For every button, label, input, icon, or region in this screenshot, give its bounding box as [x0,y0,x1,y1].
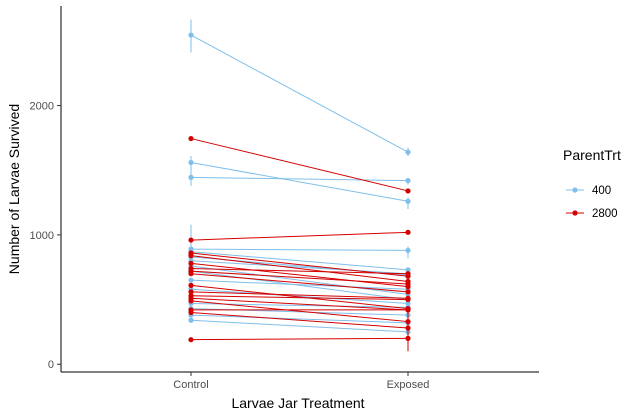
data-point [405,188,411,194]
legend-label: 400 [592,185,611,197]
data-point [188,135,194,142]
data-point [405,229,411,235]
data-point [188,282,194,288]
series-400 [188,19,411,157]
series-line [190,284,409,310]
series-line [190,288,409,304]
series-400 [188,224,411,261]
series-line [190,300,409,323]
series-line [190,297,409,311]
series-line [190,265,409,295]
series-line [190,262,409,288]
data-point [405,247,411,254]
data-point [405,267,411,273]
data-point [405,271,411,277]
series-line [190,337,409,341]
y-axis-title: Number of Larvae Survived [6,104,22,274]
series-2800 [188,309,411,352]
legend-items: 400 2800 [566,185,618,220]
data-point [188,298,194,304]
data-point [188,260,194,266]
data-point [188,174,194,180]
data-point [188,237,194,243]
data-point [405,149,411,155]
series-line [190,268,409,275]
series-400 [188,156,411,210]
series-line [190,161,409,202]
data-point [405,296,411,303]
series-line [190,312,409,329]
legend-key-point [572,187,578,193]
series-line [190,251,409,271]
x-axis-title: Larvae Jar Treatment [231,395,364,411]
series-line [190,319,409,333]
series-line [190,279,409,290]
legend-key-point [572,210,578,216]
data-point [405,281,411,287]
series-line [190,34,409,153]
x-tick-label: Exposed [387,379,430,391]
series-2800 [188,253,411,285]
data-point [188,289,194,295]
data-point [188,159,194,166]
x-tick-label: Control [173,379,208,391]
y-tick-label: 2000 [30,101,54,113]
series-line [190,270,409,301]
plot-area [188,19,411,352]
data-point [188,309,194,316]
data-point [405,300,411,307]
series-2800 [188,271,411,295]
data-point [188,337,194,343]
data-point [405,335,411,341]
series-line [190,231,409,241]
data-point [405,325,411,331]
series-line [190,291,409,299]
series-2800 [188,335,411,343]
y-tick-label: 1000 [30,230,54,242]
data-point [188,253,194,259]
series-400 [188,254,411,278]
legend-label: 2800 [592,208,618,220]
series-line [190,248,409,251]
series-line [190,314,409,324]
y-tick-label: 0 [48,359,54,371]
series-line [190,295,409,301]
data-point [188,317,194,323]
x-ticks: Control Exposed [173,372,429,391]
data-point [188,271,194,277]
series-line [190,176,409,182]
series-line [190,270,409,285]
data-point [405,198,411,204]
data-point [405,289,411,295]
series-line [190,273,409,293]
legend: ParentTrt 400 2800 [563,147,621,220]
series-2800 [188,135,411,194]
series-line [190,138,409,192]
y-ticks: 0 1000 2000 [30,101,61,371]
legend-title: ParentTrt [563,147,621,163]
data-point [188,277,194,283]
series-line [190,260,409,275]
series-line [190,255,409,282]
series-2800 [188,229,411,243]
data-point [405,177,411,184]
series-400 [188,171,411,186]
data-point [188,32,194,38]
